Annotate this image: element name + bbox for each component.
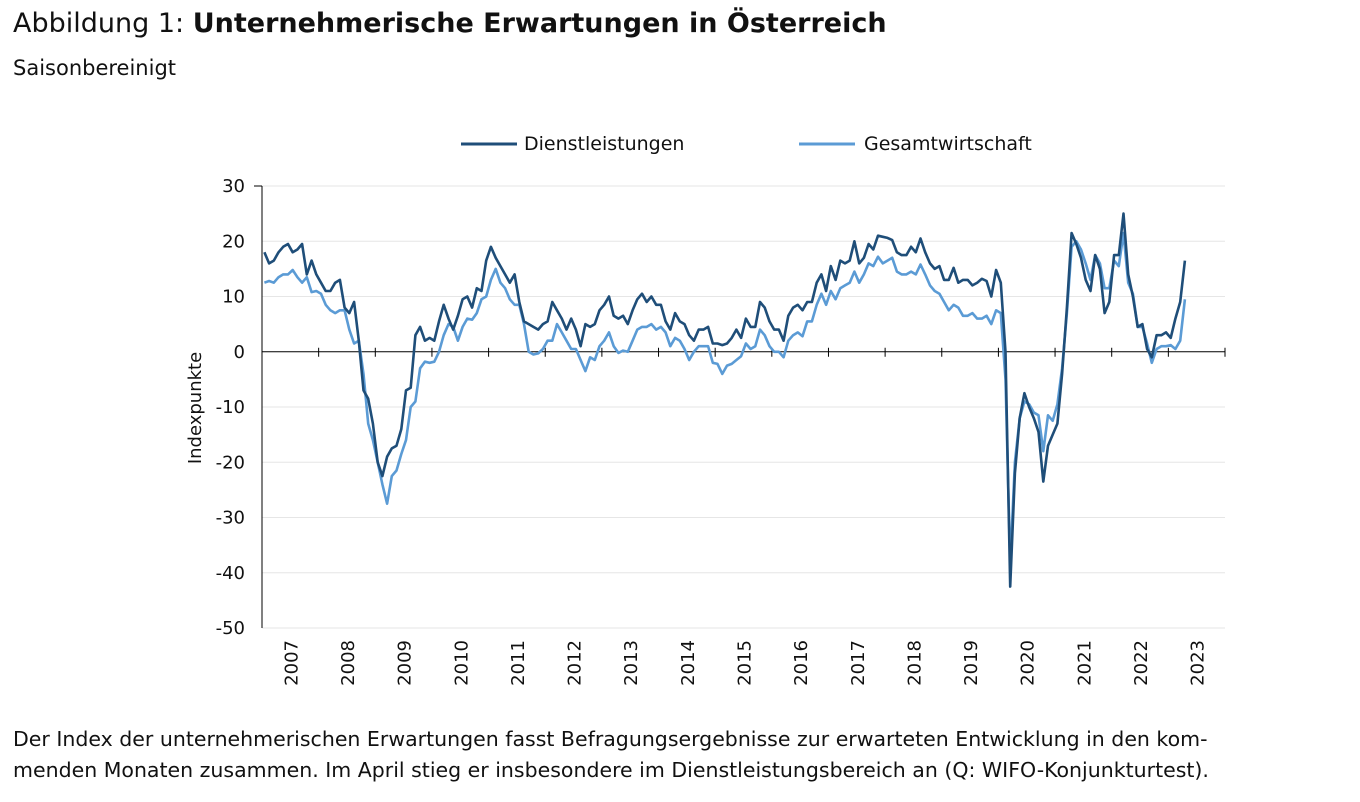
y-tick-label: -50 (216, 618, 245, 639)
y-tick-label: -40 (216, 563, 245, 584)
x-tick-label: 2022 (1131, 640, 1152, 686)
x-tick-label: 2011 (508, 640, 529, 686)
x-tick-label: 2021 (1074, 640, 1095, 686)
figure-note-line-1: Der Index der unternehmerischen Erwartun… (13, 727, 1208, 751)
legend-label: Gesamtwirtschaft (864, 133, 1032, 155)
legend-label: Dienstleistungen (524, 133, 684, 155)
figure-note: Der Index der unternehmerischen Erwartun… (13, 724, 1343, 786)
x-tick-label: 2019 (961, 640, 982, 686)
x-tick-label: 2017 (848, 640, 869, 686)
figure-note-line-2: menden Monaten zusammen. Im April stieg … (13, 758, 1209, 782)
series-line-dienstleistungen (263, 212, 1187, 588)
series-line-gesamtwirtschaft (263, 231, 1187, 566)
y-tick-label: -10 (216, 397, 245, 418)
figure-title-prefix: Abbildung 1: (13, 8, 193, 39)
x-tick-label: 2023 (1188, 640, 1209, 686)
figure-subtitle: Saisonbereinigt (13, 56, 177, 80)
y-tick-label: -30 (216, 508, 245, 529)
figure-title-main: Unternehmerische Erwartungen in Österrei… (192, 8, 887, 39)
y-tick-label: 20 (222, 231, 245, 252)
x-tick-label: 2014 (678, 640, 699, 686)
x-tick-label: 2008 (338, 640, 359, 686)
y-tick-label: 0 (234, 342, 245, 363)
x-tick-label: 2012 (565, 640, 586, 686)
figure-title: Abbildung 1: Unternehmerische Erwartunge… (13, 8, 887, 39)
x-tick-label: 2013 (621, 640, 642, 686)
x-tick-label: 2009 (395, 640, 416, 686)
y-tick-label: -20 (216, 452, 245, 473)
legend: Dienstleistungen Gesamtwirtschaft (461, 133, 1032, 155)
x-tick-label: 2015 (735, 640, 756, 686)
x-tick-label: 2010 (451, 640, 472, 686)
x-tick-label: 2020 (1018, 640, 1039, 686)
grid-layer (262, 185, 1225, 629)
x-tick-label: 2018 (904, 640, 925, 686)
x-tick-label: 2007 (281, 640, 302, 686)
y-axis-label: Indexpunkte (185, 352, 206, 464)
series-layer (263, 212, 1187, 588)
y-tick-label: 10 (222, 287, 245, 308)
x-tick-label: 2016 (791, 640, 812, 686)
y-tick-label: 30 (222, 176, 245, 197)
